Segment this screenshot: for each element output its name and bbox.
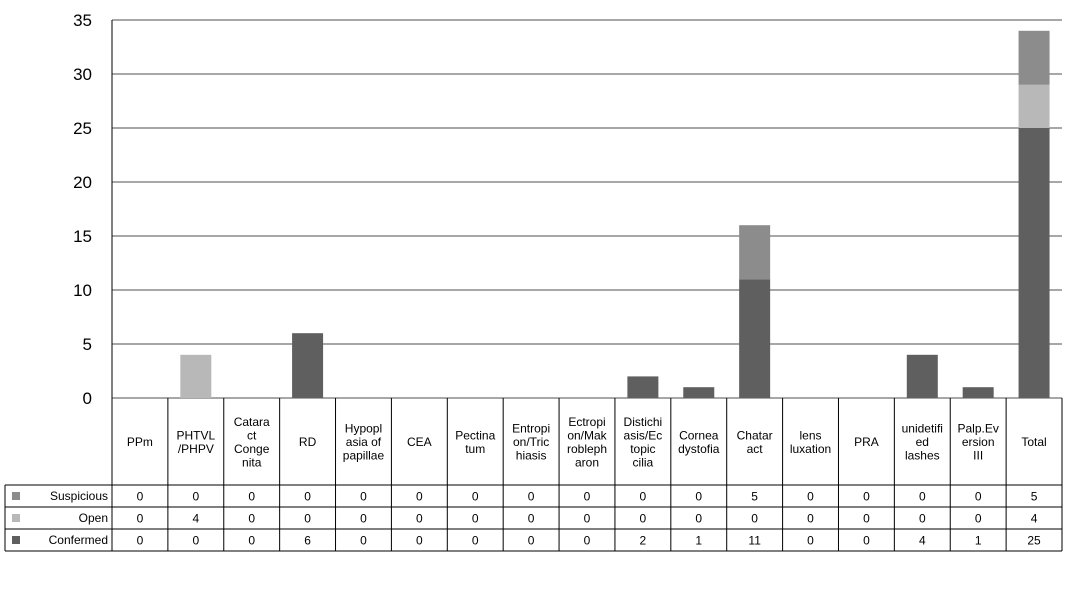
legend-swatch (12, 536, 20, 544)
bar-open (180, 355, 211, 398)
table-cell-value: 11 (748, 534, 761, 548)
table-cell-value: 2 (640, 534, 647, 548)
category-label: lens luxation (790, 428, 831, 456)
table-cell-value: 0 (472, 490, 479, 504)
table-cell-value: 0 (360, 512, 367, 526)
table-cell-value: 0 (584, 490, 591, 504)
table-cell-value: 0 (919, 512, 926, 526)
table-cell-value: 0 (137, 512, 144, 526)
table-cell-value: 0 (807, 512, 814, 526)
bar-suspicious (739, 225, 770, 279)
y-tick-label: 0 (83, 389, 92, 408)
table-cell-value: 1 (695, 534, 702, 548)
category-label: PRA (854, 435, 879, 449)
category-label: unidetifi ed lashes (902, 422, 943, 463)
table-cell-value: 0 (416, 512, 423, 526)
table-cell-value: 0 (416, 534, 423, 548)
category-label: Pectina tum (455, 428, 495, 456)
table-cell-value: 0 (863, 534, 870, 548)
bars (180, 31, 1049, 398)
table-cell-value: 0 (192, 490, 199, 504)
bar-confermed (683, 387, 714, 398)
category-label: Hypopl asia of papillae (343, 422, 385, 463)
table-cell-value: 0 (695, 490, 702, 504)
table-cell-value: 0 (304, 490, 311, 504)
table-cell-value: 0 (919, 490, 926, 504)
legend-label: Suspicious (50, 489, 108, 503)
table-cell-value: 0 (975, 512, 982, 526)
table-cell-value: 0 (640, 490, 647, 504)
data-table: PPm PHTVL/PHPV Catara ct Conge nita RD Hypopl as… (5, 398, 1062, 551)
table-cell-value: 0 (360, 490, 367, 504)
category-label: Total (1021, 435, 1046, 449)
table-cell-value: 0 (528, 490, 535, 504)
category-label: Palp.Ev ersion III (957, 422, 998, 463)
table-cell-value: 0 (472, 512, 479, 526)
category-label: Distichi asis/Ec topic cilia (624, 415, 663, 470)
y-tick-label: 25 (73, 119, 92, 138)
bar-suspicious (1019, 31, 1050, 85)
bar-confermed (292, 333, 323, 398)
y-tick-label: 15 (73, 227, 92, 246)
y-tick-label: 35 (73, 11, 92, 30)
table-cell-value: 0 (360, 534, 367, 548)
table-cell-value: 0 (695, 512, 702, 526)
table-cell-value: 0 (807, 534, 814, 548)
table-cell-value: 0 (137, 490, 144, 504)
category-label: Cornea dystofia (678, 428, 720, 456)
table-cell-value: 0 (751, 512, 758, 526)
table-cell-value: 0 (863, 490, 870, 504)
table-cell-value: 0 (584, 534, 591, 548)
legend-label: Open (79, 511, 108, 525)
table-cell-value: 0 (192, 534, 199, 548)
category-label: PHTVL/PHPV (176, 428, 215, 456)
table-cell-value: 0 (137, 534, 144, 548)
table-cell-value: 0 (248, 512, 255, 526)
table-cell-value: 0 (248, 534, 255, 548)
table-cell-value: 4 (1031, 512, 1038, 526)
table-cell-value: 4 (192, 512, 199, 526)
table-cell-value: 0 (640, 512, 647, 526)
y-tick-label: 30 (73, 65, 92, 84)
table-cell-value: 0 (584, 512, 591, 526)
category-label: Ectropi on/Mak robleph aron (567, 415, 608, 470)
category-label: Catara ct Conge nita (234, 415, 270, 470)
table-cell-value: 0 (528, 512, 535, 526)
table-cell-value: 0 (975, 490, 982, 504)
table-cell-value: 0 (807, 490, 814, 504)
category-label: PPm (127, 435, 153, 449)
category-label: Chatar act (737, 428, 773, 456)
bar-confermed (963, 387, 994, 398)
table-cell-value: 4 (919, 534, 926, 548)
table-cell-value: 6 (304, 534, 311, 548)
legend-swatch (12, 492, 20, 500)
category-label: RD (299, 435, 317, 449)
y-tick-label: 5 (83, 335, 92, 354)
bar-confermed (739, 279, 770, 398)
table-cell-value: 0 (863, 512, 870, 526)
legend-swatch (12, 514, 20, 522)
bar-confermed (1019, 128, 1050, 398)
category-label: Entropi on/Tric hiasis (512, 422, 550, 463)
table-cell-value: 0 (472, 534, 479, 548)
y-tick-label: 10 (73, 281, 92, 300)
legend-label: Confermed (49, 533, 108, 547)
table-cell-value: 0 (304, 512, 311, 526)
table-cell-value: 5 (751, 490, 758, 504)
table-cell-value: 0 (528, 534, 535, 548)
y-tick-label: 20 (73, 173, 92, 192)
bar-open (1019, 85, 1050, 128)
table-cell-value: 1 (975, 534, 982, 548)
table-cell-value: 0 (416, 490, 423, 504)
y-axis: 0 5 10 15 20 25 30 35 (73, 11, 112, 551)
bar-confermed (627, 376, 658, 398)
bar-confermed (907, 355, 938, 398)
category-label: CEA (407, 435, 432, 449)
table-cell-value: 25 (1027, 534, 1041, 548)
table-cell-value: 0 (248, 490, 255, 504)
table-cell-value: 5 (1031, 490, 1038, 504)
gridlines (112, 20, 1062, 398)
